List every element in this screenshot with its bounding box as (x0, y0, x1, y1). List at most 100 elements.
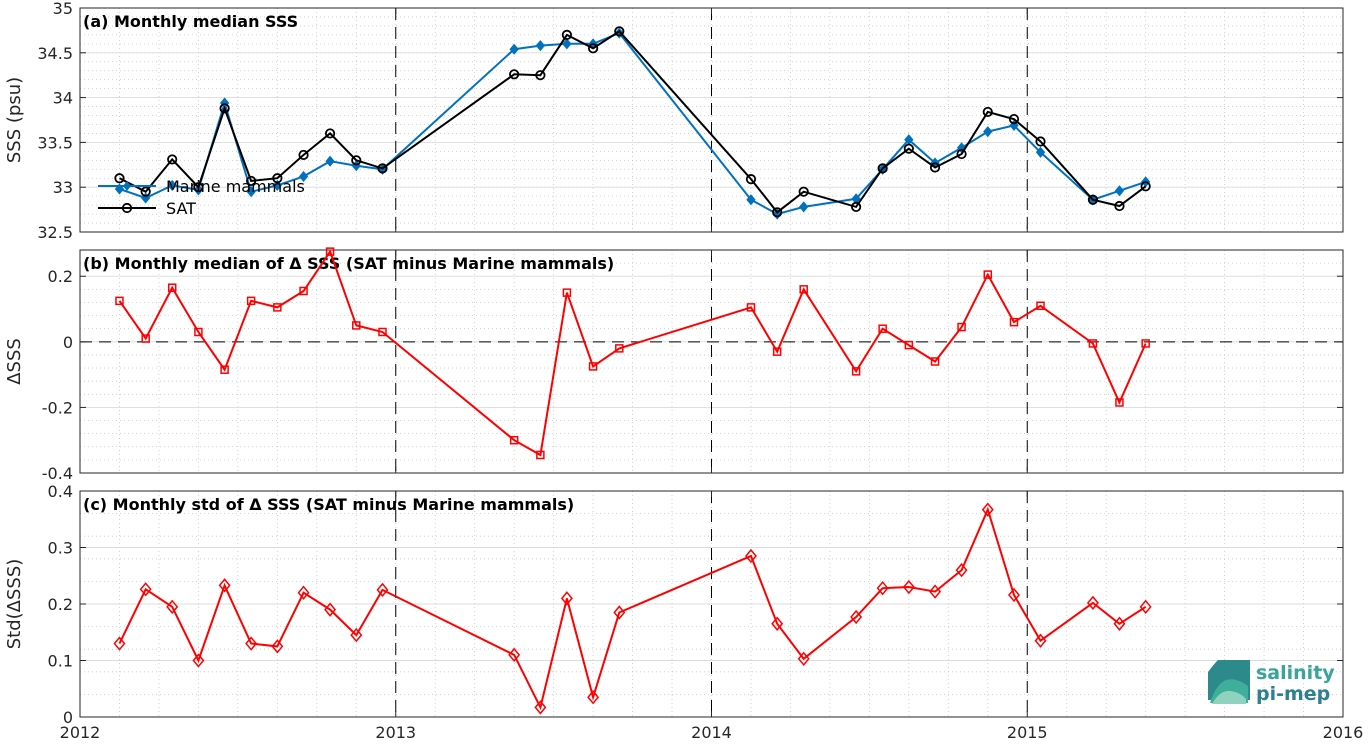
data-point (220, 365, 229, 374)
data-point (114, 173, 125, 184)
data-point (299, 286, 308, 296)
data-point (272, 179, 282, 191)
data-point (350, 627, 363, 643)
data-point (957, 322, 966, 332)
data-point (194, 327, 203, 337)
data-point (981, 502, 994, 517)
panel-title: (c) Monthly std of Δ SSS (SAT minus Mari… (83, 495, 574, 514)
logo-line2: pi-mep (1256, 683, 1330, 705)
series-line (118, 506, 1147, 711)
data-point (509, 43, 519, 55)
data-point (1140, 181, 1151, 192)
data-point (193, 184, 204, 196)
data-point (298, 149, 309, 161)
data-point (1035, 146, 1046, 158)
y-tick-label: 0.4 (48, 482, 73, 501)
data-point (562, 288, 572, 297)
y-axis-label: SSS (psu) (4, 77, 25, 163)
y-tick-label: 0.2 (48, 267, 73, 286)
panel-b-delta-sss: -0.4 -0.2 0 0.2 ΔSSS (b) Monthly median of Δ … (4, 247, 1344, 483)
data-point (772, 347, 782, 356)
data-point (1088, 339, 1098, 348)
legend-marker (123, 181, 131, 191)
data-point (273, 303, 282, 312)
data-point (1035, 136, 1046, 147)
x-tick-label: 2013 (375, 723, 416, 742)
y-tick-label: 32.5 (37, 223, 73, 242)
data-point (746, 303, 756, 312)
data-point (983, 270, 993, 279)
data-point (745, 174, 757, 185)
data-point (535, 40, 546, 52)
data-point (1036, 301, 1045, 310)
data-point (876, 581, 889, 596)
series-line (119, 31, 1147, 216)
data-point (219, 103, 230, 114)
data-point (799, 285, 808, 294)
data-point (351, 155, 362, 166)
data-point (167, 154, 178, 165)
data-point (929, 584, 942, 599)
data-point (377, 163, 388, 174)
data-point (904, 340, 914, 350)
data-point (902, 579, 915, 595)
data-point (272, 173, 283, 184)
panel-c-std-delta-sss: 0 0.1 0.2 0.3 0.4 2012 2013 2014 2015 2016 Std(ΔSS… (4, 482, 1363, 742)
data-point (509, 69, 520, 80)
data-point (325, 247, 335, 256)
data-point (378, 327, 387, 337)
data-point (1115, 398, 1124, 407)
data-point (956, 148, 967, 160)
data-point (1139, 599, 1152, 614)
data-point (1114, 200, 1125, 212)
y-tick-label: 0.3 (48, 539, 73, 558)
data-point (1141, 339, 1150, 348)
data-point (1087, 194, 1099, 205)
data-point (1009, 317, 1019, 327)
data-point (246, 296, 256, 306)
data-point (1113, 616, 1126, 631)
data-point (324, 602, 337, 617)
panel-title: (b) Monthly median of Δ SSS (SAT minus M… (83, 254, 614, 273)
axes-frame (79, 249, 1344, 474)
data-point (613, 605, 626, 620)
y-tick-label: 0 (63, 333, 73, 352)
data-point (955, 562, 968, 578)
data-point (139, 582, 152, 597)
series-line (118, 249, 1147, 457)
y-axis-label: ΔSSS (4, 338, 25, 385)
data-point (297, 585, 310, 600)
data-point (167, 179, 177, 191)
data-point (1086, 595, 1099, 611)
data-point (167, 283, 177, 292)
x-tick-label: 2012 (60, 723, 101, 742)
data-point (772, 207, 783, 218)
y-tick-label: 33 (53, 178, 73, 197)
data-point (562, 38, 572, 50)
salinity-pimep-logo: salinity pi-mep (1208, 660, 1335, 705)
data-point (245, 636, 258, 651)
data-point (930, 357, 940, 366)
data-point (771, 616, 784, 631)
x-tick-label: 2016 (1323, 723, 1364, 742)
data-point (166, 599, 179, 614)
data-point (615, 344, 624, 353)
data-point (1008, 587, 1020, 603)
y-axis-label: Std(ΔSSS) (4, 559, 25, 650)
data-point (799, 201, 809, 213)
data-point (877, 163, 888, 174)
data-point (115, 296, 124, 306)
y-tick-label: -0.4 (42, 464, 73, 483)
y-tick-label: 35 (53, 0, 73, 18)
data-point (192, 653, 205, 668)
data-point (983, 126, 993, 138)
data-point (561, 29, 572, 40)
data-point (536, 450, 545, 460)
data-point (851, 193, 861, 205)
data-point (509, 435, 519, 445)
data-point (851, 367, 861, 376)
y-tick-label: 0.2 (48, 595, 73, 614)
y-tick-label: 33.5 (37, 133, 73, 152)
data-point (797, 651, 810, 666)
